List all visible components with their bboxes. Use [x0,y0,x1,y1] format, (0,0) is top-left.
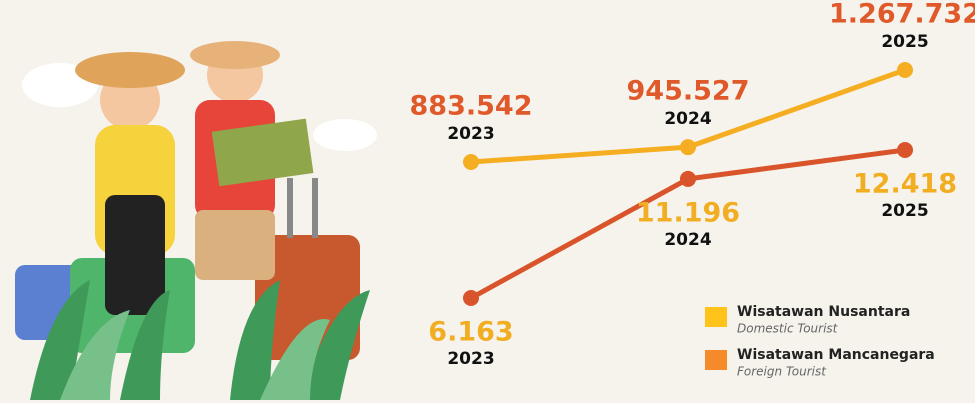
year-label: 2025 [881,201,928,221]
value-label: 11.196 [636,197,740,228]
value-label: 883.542 [410,91,533,122]
legend-label: Wisatawan Nusantara [737,304,910,320]
data-point [680,170,696,187]
value-label: 1.267.732 [829,0,975,30]
data-point [463,154,479,171]
value-label: 12.418 [853,168,957,199]
year-label: 2024 [664,230,711,250]
data-point [897,62,913,79]
data-point [463,290,479,307]
year-label: 2024 [664,109,711,129]
legend-swatch [705,307,727,327]
legend-label: Wisatawan Mancanegara [737,347,935,363]
legend-subtitle: Foreign Tourist [737,365,827,379]
illustration [15,41,377,400]
data-point [680,139,696,156]
value-label: 945.527 [627,76,750,107]
data-point [897,141,913,158]
year-label: 2025 [881,32,928,52]
year-label: 2023 [447,124,494,144]
value-label: 6.163 [428,317,513,348]
legend-subtitle: Domestic Tourist [737,322,839,336]
year-label: 2023 [447,349,494,369]
legend-swatch [705,350,727,370]
